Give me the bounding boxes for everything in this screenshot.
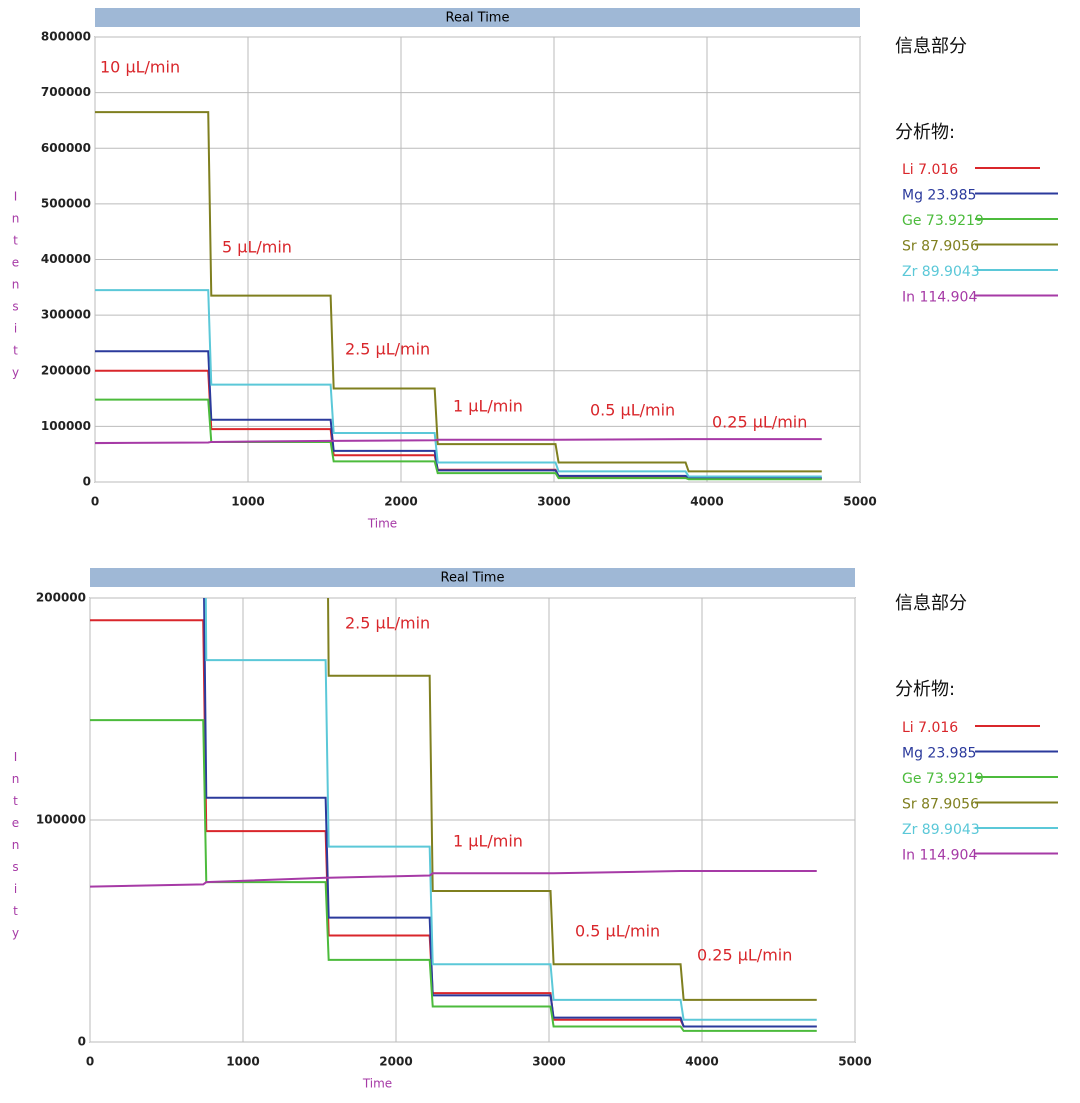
chart: Real Time 0 100000 200000 0 1000 2000 3000 4000 5… <box>9 568 1058 1091</box>
lines <box>95 111 822 481</box>
x-tick-label: 4000 <box>685 1055 718 1069</box>
y-tick-label: 400000 <box>41 252 91 266</box>
series-line <box>90 870 817 888</box>
x-tick-label: 3000 <box>537 495 570 509</box>
x-tick-label: 5000 <box>843 495 876 509</box>
annotation: 0.5 µL/min <box>590 401 675 420</box>
x-tick-label: 1000 <box>231 495 264 509</box>
title-bar <box>95 8 860 27</box>
x-tick-label: 4000 <box>690 495 723 509</box>
series-line <box>95 398 822 481</box>
legend-label: In 114.904 <box>902 848 977 864</box>
x-tick-label: 2000 <box>379 1055 412 1069</box>
info-title: 信息部分 <box>895 593 967 614</box>
series-line <box>95 438 822 445</box>
y-tick-label: 600000 <box>41 141 91 155</box>
series-line <box>203 598 817 1028</box>
y-tick-label: 200000 <box>41 363 91 377</box>
info-title: 信息部分 <box>895 36 967 57</box>
x-tick-label: 1000 <box>226 1055 259 1069</box>
legend-label: Sr 87.9056 <box>902 797 979 813</box>
y-tick-label: 500000 <box>41 196 91 210</box>
legend-label: Li 7.016 <box>902 720 958 736</box>
x-tick-label: 5000 <box>838 1055 871 1069</box>
legend-label: Mg 23.985 <box>902 746 976 762</box>
legend-label: In 114.904 <box>902 290 977 306</box>
y-tick-label: 800000 <box>41 30 91 44</box>
annotation: 2.5 µL/min <box>345 340 430 359</box>
series-line <box>204 598 817 1021</box>
y-axis-label: Intensity <box>9 750 23 948</box>
y-tick-label: 0 <box>83 475 91 489</box>
x-axis-label: Time <box>362 1077 392 1091</box>
legend-label: Zr 89.9043 <box>902 264 980 280</box>
chart: Real Time0100000200000300000400000500000… <box>9 8 1058 531</box>
legend-title: 分析物: <box>895 679 955 700</box>
legend-label: Li 7.016 <box>902 162 958 178</box>
y-tick-label: 700000 <box>41 85 91 99</box>
legend-label: Ge 73.9219 <box>902 771 984 787</box>
legend-title: 分析物: <box>895 122 955 143</box>
chart-title: Real Time <box>446 11 510 26</box>
series-line <box>95 111 822 473</box>
y-tick-label: 200000 <box>36 591 86 605</box>
annotation: 0.25 µL/min <box>712 413 807 432</box>
legend-label: Mg 23.985 <box>902 188 976 204</box>
x-axis-label: Time <box>367 517 397 531</box>
y-tick-label: 0 <box>78 1035 86 1049</box>
x-tick-label: 2000 <box>384 495 417 509</box>
annotation: 10 µL/min <box>100 58 180 77</box>
annotation: 2.5 µL/min <box>345 614 430 633</box>
x-tick-label: 3000 <box>532 1055 565 1069</box>
y-axis-label: Intensity <box>9 190 23 388</box>
series-line <box>327 598 817 1001</box>
legend-label: Ge 73.9219 <box>902 213 984 229</box>
annotation: 0.25 µL/min <box>697 946 792 965</box>
y-tick-label: 300000 <box>41 308 91 322</box>
annotation: 5 µL/min <box>222 238 292 257</box>
annotation: 1 µL/min <box>453 397 523 416</box>
annotation: 0.5 µL/min <box>575 922 660 941</box>
series-line <box>90 719 817 1032</box>
x-tick-label: 0 <box>91 495 99 509</box>
y-tick-label: 100000 <box>36 813 86 827</box>
series-line <box>95 350 822 480</box>
chart-title: Real Time <box>441 571 505 586</box>
annotation: 1 µL/min <box>453 832 523 851</box>
x-tick-label: 0 <box>86 1055 94 1069</box>
title-bar <box>90 568 855 587</box>
y-tick-label: 100000 <box>41 419 91 433</box>
series-line <box>95 289 822 478</box>
legend-label: Sr 87.9056 <box>902 239 979 255</box>
legend-label: Zr 89.9043 <box>902 822 980 838</box>
lines <box>90 598 817 1032</box>
